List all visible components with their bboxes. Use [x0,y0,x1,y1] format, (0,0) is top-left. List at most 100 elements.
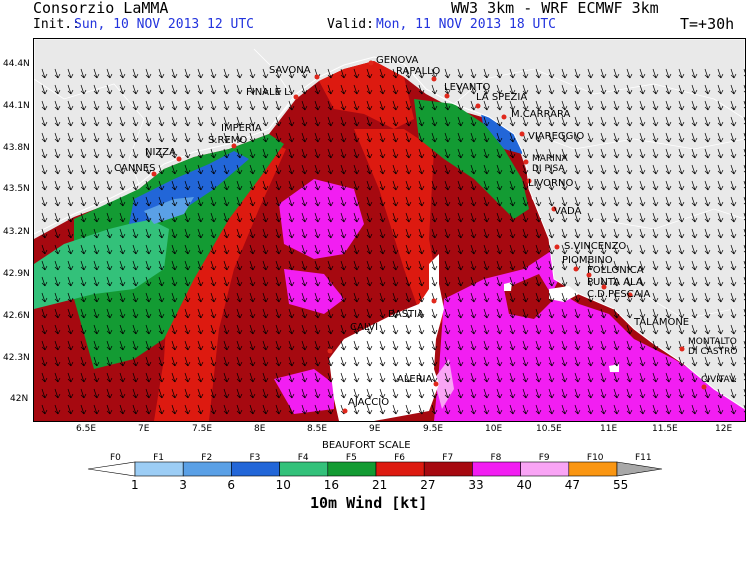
wind-arrow [301,84,308,95]
wind-arrow [678,228,685,239]
legend-class-label: F5 [346,453,357,463]
wind-arrow [600,340,607,351]
wind-arrow [249,244,256,255]
wind-arrow [483,404,490,415]
wind-arrow [431,100,438,111]
city-label: BASTIA [388,309,424,320]
wind-arrow [67,84,74,95]
wind-arrow [197,212,204,223]
border-line [453,68,745,120]
wind-arrow [275,404,282,415]
wind-arrow [379,228,386,239]
wind-map[interactable]: GENOVA SAVONA RAPALLO FINALE L. LEVANTO … [33,38,746,422]
wind-arrow [301,340,308,351]
city-label: M.CARRARA [511,109,571,120]
wind-arrow [665,372,672,383]
wind-arrow [184,276,191,287]
wind-arrow [548,260,555,271]
wind-arrow [457,68,464,79]
wind-arrow [600,100,607,111]
wind-arrow [496,100,503,111]
wind-arrow [548,308,555,319]
wind-arrow [93,180,100,191]
wind-arrow [548,180,555,191]
wind-arrow [678,308,685,319]
legend-threshold: 21 [372,478,387,492]
wind-arrow [522,68,529,79]
wind-arrow [535,388,542,399]
wind-arrow [197,116,204,127]
wind-arrow [275,276,282,287]
wind-arrow [353,372,360,383]
producer-title: Consorzio LaMMA [33,0,169,17]
wind-arrow [509,372,516,383]
wind-arrow [652,340,659,351]
wind-arrow [405,324,412,335]
wind-arrow [470,308,477,319]
wind-arrow [67,260,74,271]
wind-arrow [587,340,594,351]
wind-arrow [366,132,373,143]
wind-arrow [496,372,503,383]
wind-arrow [106,244,113,255]
wind-arrow [184,228,191,239]
wind-arrow [262,132,269,143]
wind-arrow [509,132,516,143]
wind-arrow [197,84,204,95]
wind-arrow [392,276,399,287]
wind-arrow [496,356,503,367]
wind-arrow [80,244,87,255]
wind-arrow [93,228,100,239]
wind-field [34,61,745,421]
wind-arrow [67,388,74,399]
wind-arrow [444,260,451,271]
wind-arrow [665,100,672,111]
wind-arrow [652,404,659,415]
wind-arrow [184,292,191,303]
wind-arrow [457,260,464,271]
wind-arrow [535,132,542,143]
wind-arrow [509,180,516,191]
wind-arrow [249,324,256,335]
wind-arrow [665,340,672,351]
wind-arrow [80,260,87,271]
wind-arrow [652,388,659,399]
wind-arrow [509,148,516,159]
wind-arrow [613,212,620,223]
wind-arrow [626,148,633,159]
city-dot [342,408,348,414]
wind-arrow [197,388,204,399]
wind-arrow [184,372,191,383]
city-dot [368,60,374,66]
border-line [34,78,145,185]
wind-arrow [197,164,204,175]
wind-arrow [730,244,737,255]
wind-arrow [639,324,646,335]
wind-arrow [314,372,321,383]
wind-arrow [444,116,451,127]
wind-arrow [444,68,451,79]
lat-tick: 42.3N [3,353,30,363]
wind-arrow [340,148,347,159]
wind-arrow [340,132,347,143]
wind-arrow [431,164,438,175]
wind-arrow [275,164,282,175]
wind-arrow [158,84,165,95]
wind-arrow [691,196,698,207]
wind-arrow [730,196,737,207]
wind-arrow [548,356,555,367]
wind-arrow [288,180,295,191]
wind-arrow [158,276,165,287]
wind-arrow [470,340,477,351]
wind-arrow [574,324,581,335]
wind-arrow [249,260,256,271]
wind-arrow [561,116,568,127]
wind-arrow [41,68,48,79]
wind-arrow [275,292,282,303]
wind-arrow [535,372,542,383]
wind-arrow [301,212,308,223]
wind-arrow [145,308,152,319]
wind-arrow [132,260,139,271]
wind-arrow [626,404,633,415]
lat-tick: 44.1N [3,101,30,111]
